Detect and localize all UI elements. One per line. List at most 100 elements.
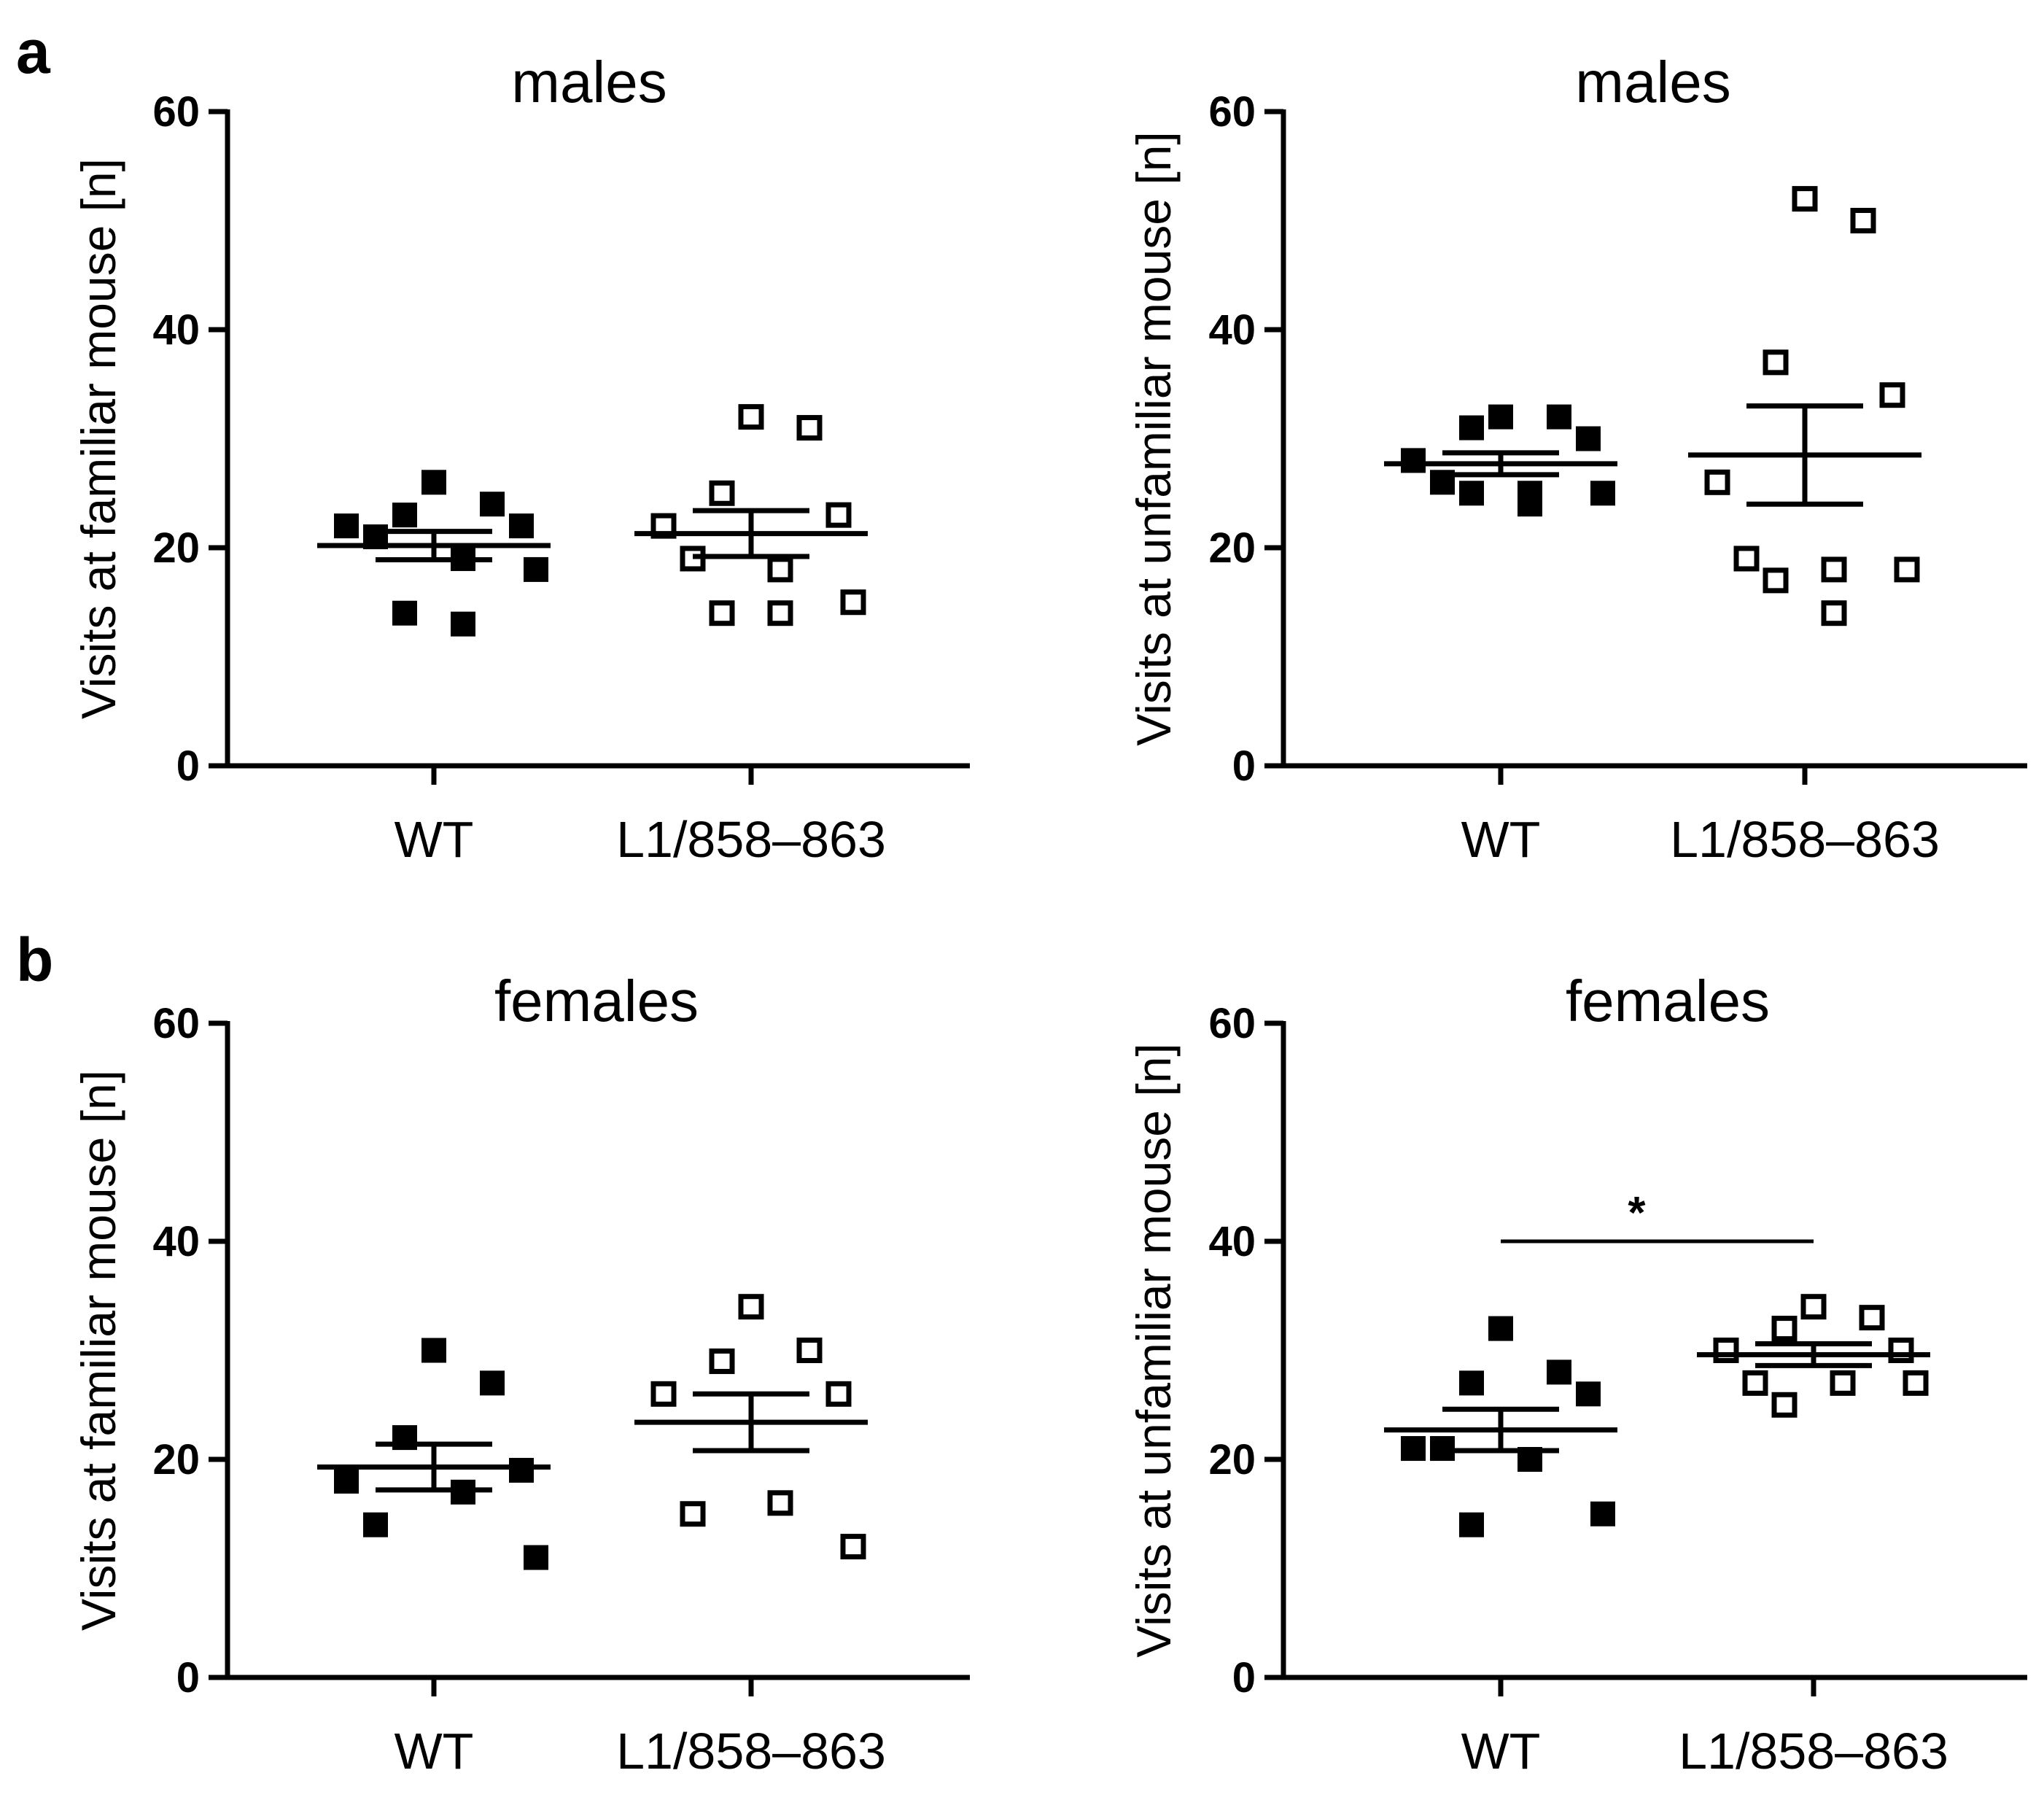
- chart-title: females: [494, 969, 699, 1033]
- chart-title: males: [1575, 50, 1730, 115]
- data-point-wt: [1590, 481, 1615, 506]
- data-point-mutant: [1859, 1305, 1885, 1331]
- y-tick-label: 0: [176, 742, 200, 790]
- data-point-mutant: [1894, 556, 1920, 583]
- data-point-mutant: [709, 1348, 735, 1374]
- data-point-mutant: [840, 589, 866, 616]
- data-point-wt: [1518, 492, 1542, 517]
- data-point-wt: [392, 503, 417, 528]
- chart-title: females: [1566, 969, 1770, 1033]
- data-point-wt: [1401, 1436, 1426, 1462]
- y-tick-label: 20: [1208, 1436, 1256, 1483]
- y-tick-label: 0: [1232, 1654, 1256, 1702]
- data-point-mutant: [1903, 1370, 1929, 1396]
- panel-label-b: b: [16, 926, 53, 994]
- data-point-mutant: [709, 600, 735, 626]
- data-point-mutant: [1830, 1370, 1856, 1396]
- chart-title: males: [511, 50, 667, 115]
- data-point-wt: [509, 1457, 534, 1483]
- data-point-mutant: [767, 600, 793, 626]
- data-point-mutant: [1742, 1370, 1768, 1396]
- data-point-wt: [1459, 1370, 1484, 1396]
- y-axis-label: Visits at unfamiliar mouse [n]: [1127, 131, 1181, 745]
- data-point-mutant: [1763, 349, 1789, 376]
- significance-label: *: [1628, 1188, 1646, 1238]
- data-point-mutant: [796, 1338, 823, 1363]
- data-point-wt: [509, 513, 534, 539]
- data-point-wt: [1401, 448, 1426, 473]
- data-point-mutant: [1850, 208, 1876, 233]
- y-tick-label: 0: [1232, 742, 1256, 790]
- data-point-wt: [1576, 1381, 1601, 1407]
- y-tick-label: 20: [1208, 524, 1256, 572]
- data-point-mutant: [1704, 469, 1730, 495]
- data-point-wt: [1576, 426, 1601, 451]
- data-point-mutant: [738, 1294, 764, 1320]
- chart-males-familiar: males Visits at familiar mouse [n] 0 20 40 60…: [71, 50, 970, 868]
- data-point-wt: [1459, 481, 1484, 506]
- data-point-wt: [1488, 404, 1513, 430]
- y-tick-label: 20: [152, 1436, 200, 1483]
- data-point-wt: [1547, 404, 1571, 430]
- data-point-mutant: [1713, 1338, 1739, 1363]
- data-point-mutant: [825, 502, 852, 528]
- data-point-wt: [363, 1512, 388, 1537]
- y-tick-label: 40: [1208, 306, 1256, 354]
- data-point-mutant: [1771, 1392, 1798, 1418]
- x-category-label: L1/858–863: [616, 811, 886, 868]
- data-point-mutant: [825, 1381, 852, 1407]
- data-point-mutant: [840, 1534, 866, 1560]
- data-point-mutant: [738, 404, 764, 430]
- y-axis-label: Visits at unfamiliar mouse [n]: [1127, 1043, 1181, 1657]
- data-point-wt: [1590, 1501, 1615, 1526]
- data-point-wt: [421, 1338, 446, 1363]
- data-point-wt: [1547, 1359, 1571, 1385]
- data-point-mutant: [1821, 556, 1847, 583]
- y-tick-label: 20: [152, 524, 200, 572]
- data-point-mutant: [1763, 567, 1789, 594]
- data-point-mutant: [1792, 186, 1818, 212]
- data-point-wt: [421, 470, 446, 495]
- data-point-mutant: [767, 556, 793, 583]
- data-point-wt: [524, 1545, 548, 1570]
- data-point-mutant: [650, 1381, 677, 1407]
- x-category-label: L1/858–863: [1670, 811, 1940, 868]
- y-tick-label: 40: [1208, 1218, 1256, 1265]
- y-axis-label: Visits at familiar mouse [n]: [71, 158, 125, 719]
- data-point-mutant: [1771, 1316, 1798, 1342]
- chart-females-unfamiliar: females Visits at unfamiliar mouse [n] 0 20…: [1127, 969, 2027, 1780]
- y-tick-label: 60: [152, 88, 200, 136]
- data-point-mutant: [1821, 600, 1847, 626]
- y-tick-label: 60: [1208, 88, 1256, 136]
- data-point-wt: [1488, 1316, 1513, 1341]
- x-category-label: L1/858–863: [616, 1723, 886, 1780]
- data-point-wt: [334, 513, 359, 539]
- data-point-wt: [1459, 1512, 1484, 1537]
- data-point-wt: [480, 492, 505, 517]
- data-point-wt: [392, 600, 417, 626]
- x-category-label: WT: [395, 1723, 474, 1780]
- data-point-mutant: [1879, 382, 1905, 408]
- x-category-label: WT: [1461, 811, 1541, 868]
- data-point-mutant: [709, 480, 735, 506]
- y-axis-label: Visits at familiar mouse [n]: [71, 1070, 125, 1631]
- data-point-mutant: [1800, 1294, 1827, 1320]
- data-point-wt: [451, 611, 475, 637]
- y-tick-label: 40: [152, 1218, 200, 1265]
- chart-males-unfamiliar: males Visits at unfamiliar mouse [n] 0 20 40…: [1127, 50, 2027, 868]
- x-category-label: L1/858–863: [1679, 1723, 1948, 1780]
- data-point-wt: [334, 1468, 359, 1494]
- data-point-mutant: [680, 1501, 706, 1527]
- y-tick-label: 60: [152, 1000, 200, 1047]
- y-tick-label: 60: [1208, 1000, 1256, 1047]
- y-tick-label: 0: [176, 1654, 200, 1702]
- data-point-wt: [524, 556, 548, 582]
- y-tick-label: 40: [152, 306, 200, 354]
- data-point-mutant: [1733, 546, 1760, 572]
- x-category-label: WT: [1461, 1723, 1541, 1780]
- data-point-mutant: [767, 1490, 793, 1516]
- data-point-mutant: [796, 415, 823, 441]
- data-point-wt: [480, 1370, 505, 1396]
- chart-females-familiar: females Visits at familiar mouse [n] 0 20 40…: [71, 969, 970, 1780]
